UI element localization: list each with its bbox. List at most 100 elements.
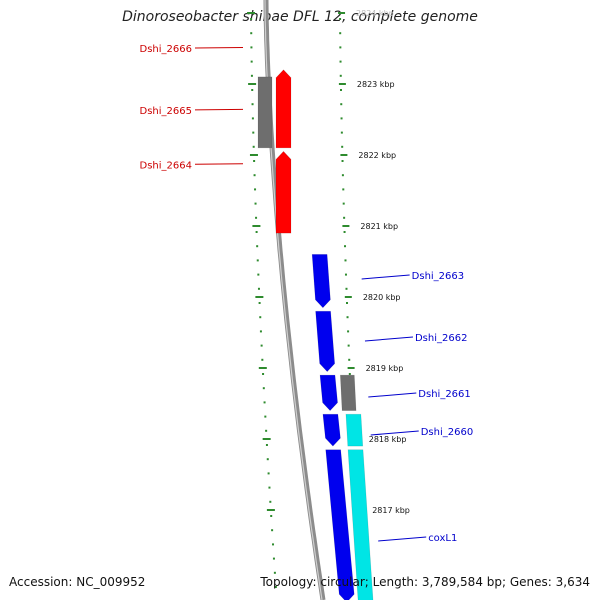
outer-ring-dot <box>339 89 342 91</box>
outer-ring-tick <box>344 296 352 298</box>
inner-ring-dot <box>250 74 253 77</box>
gene-Dshi_2663 <box>311 254 331 309</box>
leader-Dshi_2663 <box>361 274 410 280</box>
scale-label: 2819 kbp <box>366 364 404 373</box>
inner-ring-dot <box>261 358 264 361</box>
outer-ring-dot <box>339 46 342 49</box>
scale-label: 2818 kbp <box>369 435 407 444</box>
inner-ring-dot <box>252 131 255 134</box>
labels: Dshi_2666 Dshi_2665 Dshi_2664 Dshi_2663 Dshi… <box>140 44 474 544</box>
inner-ring-dot <box>267 472 270 475</box>
outer-ring-dot <box>340 103 343 106</box>
outer-ring-dot <box>344 259 347 262</box>
scale-label: 2817 kbp <box>372 506 410 515</box>
inner-ring-dot <box>265 429 268 432</box>
label-coxL1: coxL1 <box>428 533 457 544</box>
feature-cyan-right <box>345 413 364 447</box>
inner-ring-dot <box>254 188 257 191</box>
outer-ring-dot <box>345 287 348 290</box>
gene-Dshi_2665 <box>275 69 292 149</box>
inner-ring-tick <box>266 509 275 511</box>
outer-ring-dot <box>340 117 343 120</box>
inner-ring-dot <box>250 32 253 35</box>
outer-ring-dot <box>346 316 349 319</box>
gene-Dshi_2661 <box>319 374 338 412</box>
label-Dshi_2665: Dshi_2665 <box>140 106 192 117</box>
scale-label: 2820 kbp <box>363 293 401 302</box>
inner-ring-dot <box>262 373 265 375</box>
outer-ring-tick <box>347 367 355 369</box>
leader-Dshi_2661 <box>368 392 417 398</box>
label-Dshi_2664: Dshi_2664 <box>140 160 192 171</box>
label-Dshi_2660: Dshi_2660 <box>421 427 473 438</box>
outer-ring-dot <box>339 74 342 77</box>
feature-gray-left <box>257 76 273 149</box>
inner-ring-dot <box>250 18 253 20</box>
inner-ring-dot <box>271 529 274 532</box>
outer-ring-dot <box>344 245 347 248</box>
inner-ring-dot <box>255 216 258 219</box>
gene-Dshi_2664 <box>275 150 292 234</box>
feature-gray-right <box>339 374 357 411</box>
gene-Dshi_2662 <box>315 310 336 373</box>
leader-Dshi_2666 <box>194 47 244 49</box>
inner-ring-dot <box>273 571 276 574</box>
outer-ring-dot <box>348 373 351 375</box>
inner-ring-dot <box>253 174 256 177</box>
inner-ring-tick <box>255 296 264 298</box>
outer-ring-tick <box>340 154 348 156</box>
outer-ring-dot <box>340 131 343 134</box>
inner-ring-dot <box>262 387 265 390</box>
outer-ring-dot <box>339 60 342 63</box>
outer-ring-dot <box>346 302 349 304</box>
inner-ring-dot <box>269 500 272 503</box>
inner-ring-dot <box>274 586 277 588</box>
inner-ring-dot <box>272 557 275 560</box>
inner-ring-dot <box>268 486 271 489</box>
outer-ring-dot <box>342 188 345 191</box>
inner-ring-tick <box>248 83 257 85</box>
outer-ring-dot <box>343 231 346 233</box>
outer-ring-dot <box>347 330 350 333</box>
inner-ring-dot <box>252 145 255 148</box>
inner-ring-dot <box>250 60 253 63</box>
inner-ring-dot <box>266 458 269 461</box>
label-Dshi_2662: Dshi_2662 <box>415 333 467 344</box>
inner-ring-dot <box>257 273 260 276</box>
inner-ring-dot <box>270 515 273 517</box>
label-Dshi_2666: Dshi_2666 <box>140 44 192 55</box>
inner-ring-dot <box>256 259 259 262</box>
outer-ring-dot <box>339 32 342 35</box>
inner-ring-dot <box>272 543 275 546</box>
outer-ring-tick <box>338 83 346 85</box>
scale-label: 2821 kbp <box>360 222 398 231</box>
scale-label: 2824 kbp <box>356 9 394 18</box>
leader-Dshi_2664 <box>194 163 244 165</box>
outer-ring-dot <box>344 273 347 276</box>
inner-ring-dot <box>257 287 260 290</box>
inner-ring-tick <box>249 154 258 156</box>
leader-Dshi_2665 <box>194 108 244 111</box>
inner-ring-tick <box>247 12 256 14</box>
outer-ring-dot <box>348 358 351 361</box>
inner-ring-dot <box>255 231 258 233</box>
label-Dshi_2663: Dshi_2663 <box>412 271 464 282</box>
inner-ring-tick <box>252 225 261 227</box>
leader-Dshi_2662 <box>364 336 414 342</box>
topology-text: Topology: circular; Length: 3,789,584 bp… <box>260 575 590 589</box>
feature-cyan-right <box>347 449 374 600</box>
inner-ring-dot <box>264 415 267 418</box>
scale-labels: 2824 kbp 2823 kbp 2822 kbp 2821 kbp 2820 kbp… <box>356 9 410 515</box>
inner-ring-dot <box>251 103 254 106</box>
scale-label: 2822 kbp <box>358 151 396 160</box>
outer-ring-dot <box>339 18 342 20</box>
outer-ring-dot <box>343 216 346 219</box>
inner-ring-tick <box>258 367 267 369</box>
inner-ring-dot <box>254 202 257 205</box>
inner-ring-dot <box>258 302 261 304</box>
inner-ring-dot <box>253 160 256 162</box>
scale-label: 2823 kbp <box>357 80 395 89</box>
outer-ring-dot <box>342 202 345 205</box>
outer-ring-tick <box>338 12 346 14</box>
inner-ring-dot <box>263 401 266 404</box>
